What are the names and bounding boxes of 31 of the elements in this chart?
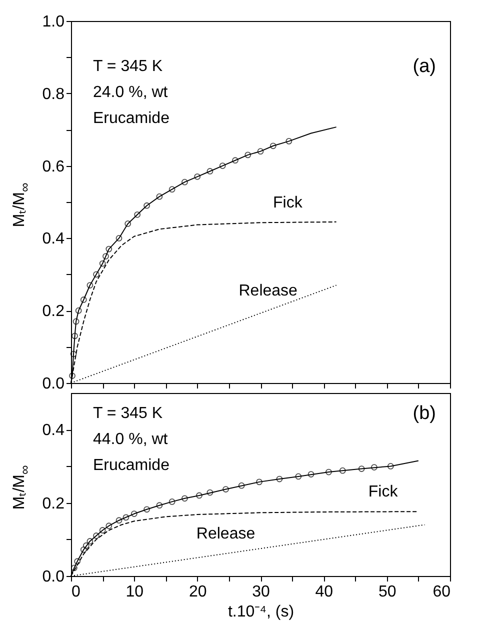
- y-tick-label: 0.4: [42, 230, 65, 248]
- x-tick-label: 30: [252, 584, 270, 600]
- y-axis-title: Mₜ/M∞: [11, 182, 32, 228]
- annotation: Fick: [368, 484, 399, 501]
- y-tick-label: 0.0: [42, 568, 65, 586]
- y-tick-label: 0.4: [42, 422, 65, 440]
- annotation: Erucamide: [93, 110, 170, 127]
- x-tick-label: 20: [188, 584, 207, 600]
- y-tick-label: 0.2: [42, 303, 65, 320]
- y-tick-label: 0.8: [42, 86, 65, 103]
- x-tick-label: 0: [72, 584, 80, 600]
- annotation: Release: [196, 526, 256, 543]
- x-axis-title: t.10⁻⁴, (s): [228, 604, 294, 620]
- annotation: (b): [412, 403, 436, 424]
- y-axis-title: Mₜ/M∞: [11, 465, 32, 510]
- annotation: 44.0 %, wt: [93, 431, 168, 448]
- y-tick-label: 0.0: [42, 376, 65, 392]
- annotation: T = 345 K: [93, 405, 163, 422]
- x-tick-label: 40: [315, 584, 334, 600]
- annotation: Release: [238, 282, 298, 300]
- x-tick-label: 10: [126, 584, 144, 600]
- x-tick-label: 60: [432, 584, 451, 600]
- annotation: T = 345 K: [93, 58, 163, 75]
- annotation: 24.0 %, wt: [93, 84, 168, 101]
- y-tick-label: 0.2: [42, 495, 65, 512]
- annotation: (a): [412, 56, 436, 77]
- annotation: Erucamide: [93, 457, 170, 474]
- y-tick-label: 0.6: [42, 158, 65, 176]
- y-tick-label: 1.0: [42, 14, 65, 30]
- annotation: Fick: [273, 194, 304, 212]
- x-tick-label: 50: [378, 584, 396, 600]
